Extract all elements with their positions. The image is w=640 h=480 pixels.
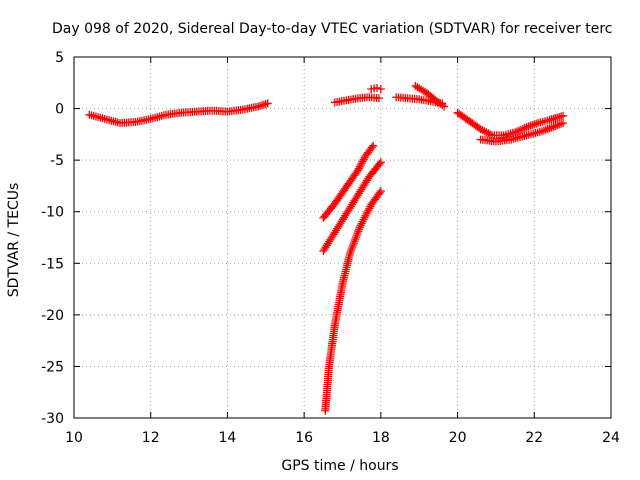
data-points (85, 81, 568, 415)
x-tick-label: 18 (372, 430, 390, 446)
data-point-fill (356, 202, 375, 230)
series-track-a (85, 99, 272, 128)
data-point (369, 141, 378, 150)
x-tick-label: 10 (65, 430, 83, 446)
data-point-fill (354, 153, 369, 173)
series-track-e (411, 81, 449, 111)
series-track-i (319, 158, 385, 255)
data-point-fill (466, 118, 483, 132)
series-track-c (367, 83, 385, 93)
data-point-fill (225, 105, 245, 116)
data-point-fill (455, 109, 472, 124)
data-point-fill (332, 184, 350, 206)
data-point-fill (368, 188, 384, 207)
data-point-fill (321, 364, 333, 413)
data-point-fill (367, 93, 381, 102)
series-track-b (330, 93, 383, 107)
data-point (522, 123, 531, 132)
data-point (559, 111, 568, 120)
x-axis-label: GPS time / hours (281, 458, 398, 474)
x-tick-label: 12 (142, 430, 160, 446)
data-point-fill (513, 124, 529, 136)
data-point-fill (102, 115, 122, 127)
data-point-fill (164, 109, 184, 119)
data-point-fill (87, 111, 107, 123)
data-point-fill (339, 251, 354, 286)
series-track-f (453, 108, 568, 140)
data-point (355, 223, 364, 232)
data-point-fill (524, 119, 541, 131)
data-point (263, 99, 272, 108)
data-point-fill (436, 99, 447, 110)
data-point (376, 84, 385, 93)
x-tick-label: 14 (219, 430, 237, 446)
axis-ticks: 10 12 14 16 18 20 22 24 5 0 -5 -10 -15 -20 -25 -30 (41, 50, 620, 446)
y-axis-label: SDTVAR / TECUs (6, 183, 22, 298)
chart-title: Day 098 of 2020, Sidereal Day-to-day VTE… (52, 21, 612, 37)
x-tick-label: 16 (295, 430, 313, 446)
data-point-fill (343, 168, 361, 190)
data-point-fill (133, 115, 153, 126)
data-point-fill (355, 174, 373, 198)
data-point-fill (325, 323, 339, 369)
data-point (353, 166, 362, 175)
data-point-fill (320, 230, 338, 254)
data-point-fill (478, 126, 495, 139)
data-point-fill (343, 193, 361, 216)
data-point (376, 187, 385, 196)
data-point-fill (413, 83, 429, 96)
grid-lines (74, 57, 611, 418)
plot-frame (73, 56, 612, 419)
data-point-fill (362, 143, 376, 159)
y-tick-label: 5 (55, 50, 64, 66)
data-point (373, 83, 382, 92)
x-tick-label: 20 (449, 430, 467, 446)
data-point (559, 119, 568, 128)
series-track-h (319, 141, 378, 222)
data-point (346, 248, 355, 257)
data-point-fill (366, 159, 384, 179)
y-tick-label: -20 (41, 308, 64, 324)
y-tick-label: 0 (55, 102, 64, 118)
data-point (440, 102, 449, 111)
data-point-fill (331, 282, 347, 328)
data-point-fill (332, 211, 350, 235)
series-track-j (321, 187, 385, 415)
data-point (537, 127, 546, 136)
data-point-fill (148, 111, 168, 123)
x-tick-label: 24 (602, 430, 620, 446)
y-tick-label: -15 (41, 256, 64, 272)
y-tick-label: -10 (41, 205, 64, 221)
data-point-fill (320, 201, 338, 221)
data-point-fill (424, 90, 441, 106)
data-point-fill (539, 119, 566, 135)
data-point-fill (241, 103, 260, 114)
y-tick-label: -30 (41, 411, 64, 427)
y-tick-label: -5 (50, 153, 64, 169)
y-tick-label: -25 (41, 359, 64, 375)
data-point (376, 158, 385, 167)
data-point (374, 94, 383, 103)
series-track-g (476, 119, 568, 146)
data-point-fill (346, 225, 363, 255)
x-tick-label: 22 (525, 430, 543, 446)
